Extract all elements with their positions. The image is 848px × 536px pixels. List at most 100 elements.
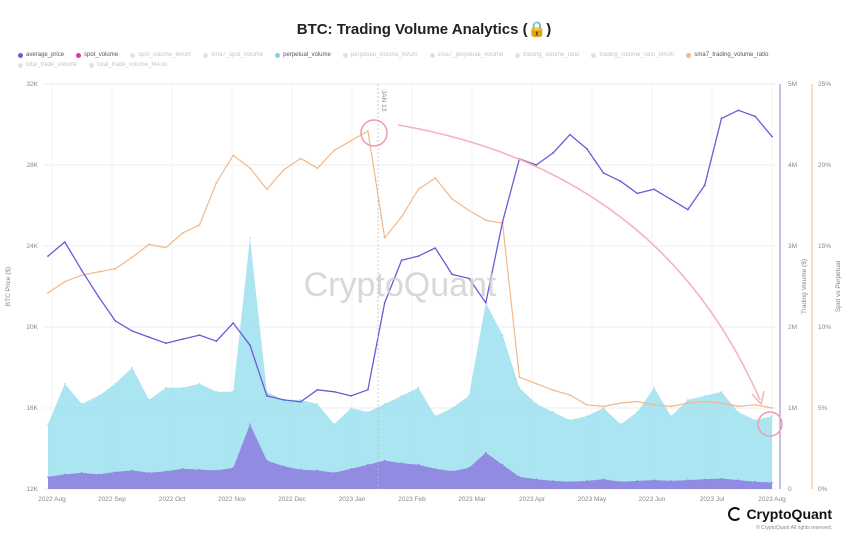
legend-item-perpetual-volume[interactable]: perpetual_volume [275,52,331,58]
point-average-price [316,388,319,391]
y-left-tick-label: 24K [26,243,38,250]
point-sma7-trading-volume-ratio [165,246,167,249]
legend-item-spot-volume[interactable]: spot_volume [76,52,118,58]
point-average-price [585,147,588,150]
point-spot-volume [771,481,773,484]
x-tick-label: 2022 Aug [38,496,66,503]
legend-label: spot_volume [84,52,119,58]
legend-dot-icon [18,52,23,58]
point-average-price [47,255,49,257]
legend-dot-icon [275,52,281,58]
point-average-price [232,322,235,324]
legend-item-average-price[interactable]: average_price [18,52,64,58]
x-tick-label: 2022 Oct [159,496,186,503]
trend-arrow-head-icon [751,390,765,406]
point-average-price [535,164,538,166]
legend-item-trading-volume-ratio[interactable]: trading_volume_ratio [515,52,579,58]
annotations: CryptoQuant JAN 13 [304,84,783,489]
point-average-price [754,115,757,118]
point-sma7-trading-volume-ratio [417,188,420,191]
point-average-price [653,188,655,191]
y-right2-tick-label: 5% [818,405,828,412]
legend-item-total-trade-volume-MA30[interactable]: total_trade_volume_MA30 [89,62,167,68]
point-sma7-trading-volume-ratio [114,267,117,270]
point-average-price [737,109,740,112]
point-average-price [249,344,251,347]
point-sma7-trading-volume-ratio [720,402,723,404]
point-perpetual-volume [165,387,167,389]
point-perpetual-volume [181,387,184,389]
point-average-price [350,395,352,397]
legend-item-sma7-spot-volume[interactable]: sma7_spot_volume [203,52,263,58]
legend-label: average_price [26,52,65,58]
point-sma7-trading-volume-ratio [181,232,184,234]
point-spot-volume [316,469,319,472]
point-sma7-trading-volume-ratio [686,402,689,404]
brand-logo: CryptoQuant [728,506,832,522]
point-spot-volume [232,467,234,469]
point-perpetual-volume [266,391,268,393]
point-average-price [367,388,369,391]
point-spot-volume [501,463,504,466]
point-perpetual-volume [552,411,554,413]
point-spot-volume [636,480,639,482]
y-right2-tick-label: 25% [818,81,831,88]
trend-arrow [397,124,761,401]
point-average-price [569,133,571,136]
x-tick-label: 2023 May [578,496,607,503]
copyright-text: © CryptoQuant All rights reserved. [756,525,832,531]
series-average-price [47,109,773,403]
legend-label: total_trade_volume [26,62,78,68]
legend-label: sma7_trading_volume_ratio [694,52,769,58]
legend-dot-icon [342,52,348,58]
point-average-price [299,401,302,403]
legend-item-sma7-perpetual-volume[interactable]: sma7_perpetual_volume [429,52,503,58]
point-perpetual-volume [383,403,386,405]
legend-item-sma7-trading-volume-ratio[interactable]: sma7_trading_volume_ratio [686,52,768,58]
point-sma7-trading-volume-ratio [484,219,487,222]
legend-item-total-trade-volume[interactable]: total_trade_volume [18,62,77,68]
legend-dot-icon [130,52,136,58]
point-sma7-trading-volume-ratio [400,215,403,218]
highlight-circle-low [757,411,783,437]
point-spot-volume [468,467,470,469]
legend-item-spot-volume-MA30[interactable]: spot_volume_MA30 [130,52,191,58]
point-perpetual-volume [451,407,453,409]
legend-label: trading_volume_ratio [523,52,580,58]
point-perpetual-volume [754,419,756,421]
legend-item-perpetual-volume-MA30[interactable]: perpetual_volume_MA30 [342,52,418,58]
point-spot-volume [131,469,133,472]
point-sma7-trading-volume-ratio [670,405,672,408]
point-sma7-trading-volume-ratio [451,198,453,200]
legend-label: perpetual_volume [283,52,331,58]
point-spot-volume [383,459,386,462]
legend-item-trading-volume-ratio-MA30[interactable]: trading_volume_ratio_MA30 [591,52,674,58]
point-spot-volume [451,470,453,473]
y-left-axis-label: BTC Price ($) [5,267,12,306]
point-spot-volume [670,480,672,482]
y-left-tick-label: 28K [26,162,38,169]
legend-dot-icon [89,62,95,68]
point-sma7-trading-volume-ratio [350,139,352,142]
legend-dot-icon [429,52,435,58]
point-sma7-trading-volume-ratio [97,271,100,273]
point-sma7-trading-volume-ratio [198,224,201,226]
point-sma7-trading-volume-ratio [636,400,639,403]
point-perpetual-volume [350,407,352,409]
point-perpetual-volume [316,403,319,405]
point-sma7-trading-volume-ratio [249,167,251,170]
point-perpetual-volume [97,395,100,397]
point-perpetual-volume [198,382,201,385]
point-average-price [602,172,605,175]
point-perpetual-volume [148,399,150,401]
point-average-price [451,273,453,276]
legend-dot-icon [76,52,82,58]
point-average-price [417,255,420,257]
legend-dot-icon [686,52,692,58]
cryptoquant-logo-icon [728,507,743,521]
point-spot-volume [703,478,706,481]
point-average-price [670,198,672,201]
point-average-price [400,259,403,262]
point-perpetual-volume [619,423,622,426]
point-sma7-trading-volume-ratio [737,405,740,408]
